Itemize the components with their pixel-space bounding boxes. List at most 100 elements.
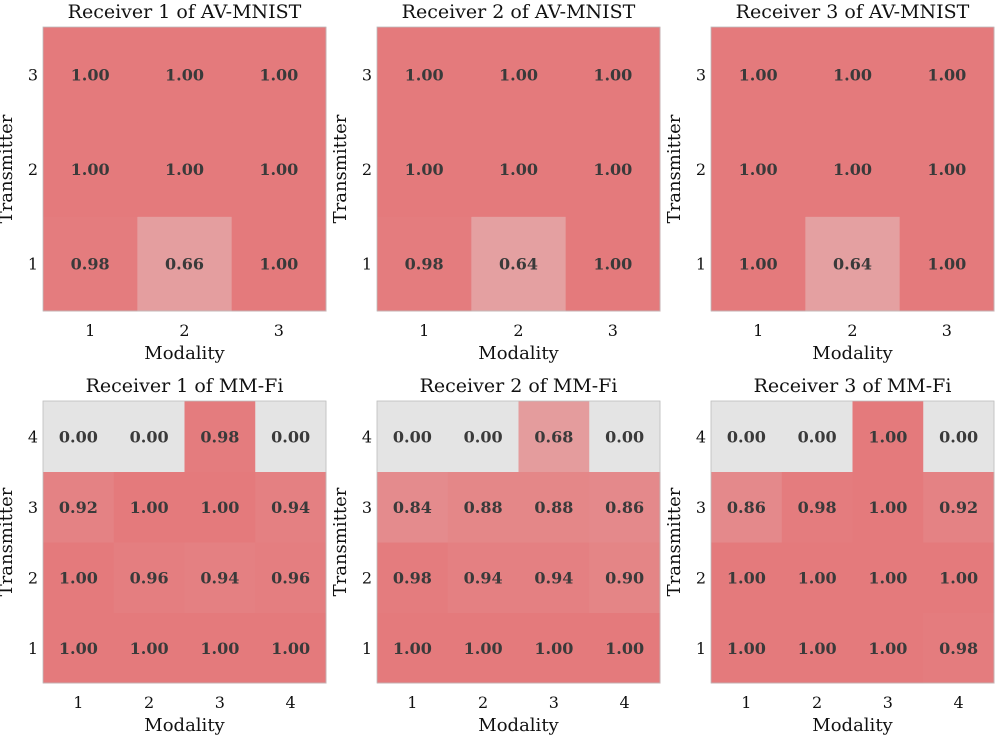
- y-tick-label: 2: [696, 160, 706, 179]
- cell-value-label: 0.68: [534, 427, 573, 446]
- y-axis-label: Transmitter: [0, 487, 17, 596]
- y-tick-label: 3: [28, 498, 38, 517]
- cell-value-label: 1.00: [605, 639, 644, 658]
- heatmap-cell: [184, 612, 256, 684]
- cell-value-label: 0.86: [727, 498, 766, 517]
- y-axis-label: Transmitter: [0, 114, 17, 223]
- cell-value-label: 1.00: [534, 639, 573, 658]
- cell-value-label: 0.86: [605, 498, 644, 517]
- heatmap-cell: [711, 216, 806, 312]
- x-axis-label: Modality: [478, 715, 559, 736]
- heatmap-cell: [518, 612, 590, 684]
- y-tick-label: 1: [696, 255, 706, 274]
- heatmap-cell: [184, 542, 256, 613]
- y-tick-label: 1: [28, 639, 38, 658]
- cell-value-label: 1.00: [939, 568, 978, 587]
- cell-value-label: 0.00: [798, 427, 837, 446]
- x-tick-label: 3: [549, 693, 559, 712]
- y-axis-label: Transmitter: [664, 114, 685, 223]
- cell-value-label: 1.00: [71, 65, 110, 84]
- chart-title: Receiver 3 of AV-MNIST: [736, 1, 970, 23]
- heatmap-cell: [113, 612, 185, 684]
- x-tick-label: 2: [847, 321, 857, 340]
- cell-value-label: 1.00: [271, 639, 310, 658]
- cell-value-label: 0.00: [271, 427, 310, 446]
- y-tick-label: 1: [696, 639, 706, 658]
- cell-value-label: 0.84: [393, 498, 432, 517]
- cell-value-label: 0.94: [464, 568, 503, 587]
- cell-value-label: 1.00: [405, 65, 444, 84]
- chart-title: Receiver 3 of MM-Fi: [754, 375, 952, 397]
- heatmap-cell: [805, 27, 901, 123]
- heatmap-cell: [184, 471, 256, 543]
- cell-value-label: 0.98: [393, 568, 432, 587]
- cell-value-label: 1.00: [499, 65, 538, 84]
- heatmap-cell: [852, 401, 924, 472]
- heatmap-cell: [43, 121, 138, 217]
- heatmap-cell: [471, 216, 567, 312]
- cell-value-label: 0.90: [605, 568, 644, 587]
- x-tick-label: 1: [73, 693, 83, 712]
- cell-value-label: 1.00: [798, 639, 837, 658]
- heatmap-cell: [113, 542, 185, 613]
- cell-value-label: 1.00: [499, 160, 538, 179]
- cell-value-label: 1.00: [739, 255, 778, 274]
- heatmap-cell: [518, 401, 590, 472]
- chart-title: Receiver 2 of MM-Fi: [420, 375, 618, 397]
- cell-value-label: 0.00: [605, 427, 644, 446]
- x-tick-label: 2: [144, 693, 154, 712]
- heatmap-cell: [711, 542, 783, 613]
- plot-frame: [376, 26, 661, 312]
- cell-value-label: 0.96: [130, 568, 169, 587]
- cell-value-label: 0.64: [833, 255, 872, 274]
- plot-frame: [710, 400, 995, 684]
- heatmap-cell: [711, 471, 783, 543]
- heatmap-cell: [589, 401, 661, 472]
- plot-frame: [42, 400, 327, 684]
- chart-title: Receiver 2 of AV-MNIST: [402, 1, 636, 23]
- y-tick-label: 3: [696, 498, 706, 517]
- heatmap-cell: [518, 542, 590, 613]
- plot-frame: [376, 400, 661, 684]
- heatmap-cell: [377, 471, 449, 543]
- cell-value-label: 1.00: [868, 568, 907, 587]
- cell-value-label: 0.00: [939, 427, 978, 446]
- heatmap-panel: Receiver 3 of AV-MNIST 1.00 0.64 1.00 1.00 1.…: [664, 1, 995, 364]
- x-tick-label: 3: [274, 321, 284, 340]
- heatmap-cell: [781, 612, 853, 684]
- cell-value-label: 1.00: [798, 568, 837, 587]
- y-tick-label: 2: [696, 568, 706, 587]
- cell-value-label: 0.94: [534, 568, 573, 587]
- heatmap-panel: Receiver 1 of AV-MNIST 0.98 0.66 1.00 1.00 1.…: [0, 1, 327, 364]
- y-tick-label: 4: [362, 427, 372, 446]
- heatmap-panel: Receiver 1 of MM-Fi 1.00 1.00 1.00 1.00 1.00 0…: [0, 375, 327, 736]
- cell-value-label: 0.00: [393, 427, 432, 446]
- x-axis-label: Modality: [478, 343, 559, 364]
- x-tick-label: 3: [942, 321, 952, 340]
- heatmap-cell: [43, 542, 115, 613]
- y-axis-label: Transmitter: [664, 487, 685, 596]
- heatmap-cell: [781, 471, 853, 543]
- heatmap-cell: [923, 542, 995, 613]
- cell-value-label: 1.00: [259, 160, 298, 179]
- cell-value-label: 0.00: [727, 427, 766, 446]
- cell-value-label: 1.00: [727, 568, 766, 587]
- cell-value-label: 1.00: [593, 65, 632, 84]
- cell-value-label: 0.96: [271, 568, 310, 587]
- heatmap-cell: [852, 471, 924, 543]
- heatmap-cell: [589, 471, 661, 543]
- y-tick-label: 1: [362, 255, 372, 274]
- heatmap-cell: [589, 542, 661, 613]
- heatmap-cell: [923, 471, 995, 543]
- cell-value-label: 1.00: [868, 639, 907, 658]
- heatmap-cell: [518, 471, 590, 543]
- heatmap-cell: [899, 27, 995, 123]
- heatmap-cell: [805, 121, 901, 217]
- cell-value-label: 1.00: [593, 160, 632, 179]
- heatmap-cell: [899, 216, 995, 312]
- x-tick-label: 3: [215, 693, 225, 712]
- y-tick-label: 2: [28, 160, 38, 179]
- heatmap-cell: [255, 612, 327, 684]
- heatmap-cell: [565, 27, 661, 123]
